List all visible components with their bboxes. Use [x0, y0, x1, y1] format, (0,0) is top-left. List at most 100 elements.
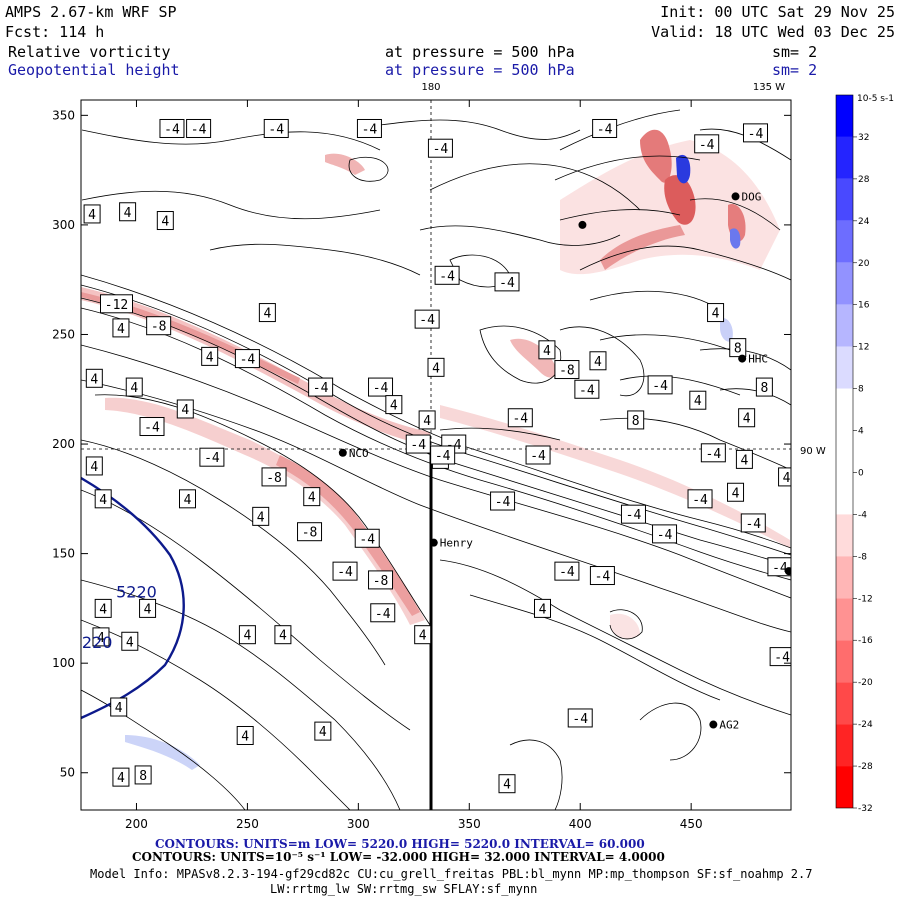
- colorbar-frame: [835, 94, 854, 809]
- contour-label: 4: [125, 377, 143, 397]
- plot-area: -4-4-4-4444-124-844-444-4-444-4-44-44-4-…: [81, 100, 791, 810]
- contour-label: -4: [574, 379, 600, 399]
- colorbar-swatch: [836, 766, 853, 808]
- svg-text:4: 4: [99, 602, 107, 617]
- contour-label: 4: [303, 487, 321, 507]
- contour-label: 4: [201, 346, 219, 366]
- colorbar-unit: 10-5 s-1: [857, 94, 894, 104]
- svg-text:4: 4: [117, 771, 125, 786]
- contour-label: 4: [85, 368, 103, 388]
- svg-text:4: 4: [279, 629, 287, 644]
- x-tick-label: 200: [125, 817, 148, 831]
- svg-text:4: 4: [694, 394, 702, 409]
- svg-text:4: 4: [539, 602, 547, 617]
- contour-label: 4: [156, 211, 174, 231]
- contour-label: 8: [627, 410, 645, 430]
- svg-text:-4: -4: [373, 381, 389, 396]
- svg-text:4: 4: [97, 631, 105, 646]
- contour-label: 4: [94, 598, 112, 618]
- contour-label: -8: [261, 467, 287, 487]
- contour-label: 4: [738, 408, 756, 428]
- contour-label: 4: [85, 456, 103, 476]
- svg-text:Henry: Henry: [440, 537, 473, 550]
- svg-text:-4: -4: [375, 607, 391, 622]
- contour-label: -12: [100, 294, 133, 314]
- contour-label: -4: [525, 445, 551, 465]
- contour-label: 4: [238, 625, 256, 645]
- svg-text:-4: -4: [530, 449, 546, 464]
- svg-text:4: 4: [743, 412, 751, 427]
- svg-text:4: 4: [90, 460, 98, 475]
- contour-label: -4: [199, 447, 225, 467]
- contour-label: 4: [119, 202, 137, 222]
- svg-text:-4: -4: [595, 570, 611, 585]
- svg-text:4: 4: [423, 414, 431, 429]
- contour-label: 4: [589, 351, 607, 371]
- svg-text:-8: -8: [266, 471, 282, 486]
- lon-label-90w: 90 W: [800, 446, 826, 457]
- colorbar-label: 12: [858, 343, 869, 353]
- svg-text:-8: -8: [302, 526, 318, 541]
- contour-label: 4: [121, 631, 139, 651]
- contour-label: 4: [418, 410, 436, 430]
- colorbar-swatch: [836, 472, 853, 515]
- smoothing-vorticity: sm= 2: [772, 43, 817, 61]
- x-tick-label: 300: [347, 817, 370, 831]
- contour-label: -4: [589, 566, 615, 586]
- svg-text:-4: -4: [559, 565, 575, 580]
- contour-label: 8: [134, 765, 152, 785]
- y-tick-label: 200: [52, 437, 75, 451]
- svg-text:-8: -8: [373, 574, 389, 589]
- svg-text:4: 4: [419, 629, 427, 644]
- contour-label: 4: [112, 767, 130, 787]
- colorbar-swatch: [836, 304, 853, 347]
- contour-label: -4: [554, 561, 580, 581]
- station-marker: [578, 220, 587, 229]
- contour-label: -8: [368, 570, 394, 590]
- colorbar-label: 0: [858, 468, 864, 478]
- svg-text:4: 4: [543, 344, 551, 359]
- init-time: Init: 00 UTC Sat 29 Nov 25: [660, 3, 895, 21]
- contour-label: -4: [490, 491, 516, 511]
- station-marker: DOG: [731, 190, 761, 203]
- contour-label: -4: [769, 647, 791, 667]
- svg-text:4: 4: [124, 206, 132, 221]
- contour-label: 4: [110, 697, 128, 717]
- svg-text:8: 8: [632, 414, 640, 429]
- svg-text:4: 4: [263, 307, 271, 322]
- contour-label: 4: [707, 303, 725, 323]
- contour-label: -4: [647, 375, 673, 395]
- colorbar-label: -8: [858, 552, 867, 562]
- svg-text:4: 4: [130, 381, 138, 396]
- contour-label: 4: [727, 482, 745, 502]
- level-height: at pressure = 500 hPa: [385, 61, 575, 79]
- station-marker: Henry: [429, 537, 473, 550]
- colorbar-label: 20: [858, 259, 870, 269]
- contour-label: -4: [434, 265, 460, 285]
- contour-label: 4: [94, 489, 112, 509]
- contour-label: 4: [427, 357, 445, 377]
- svg-text:4: 4: [181, 403, 189, 418]
- contour-label: 4: [139, 598, 157, 618]
- colorbar-swatch: [836, 430, 853, 473]
- valid-time: Valid: 18 UTC Wed 03 Dec 25: [651, 23, 895, 41]
- svg-text:-4: -4: [748, 127, 764, 142]
- contour-label: 4: [258, 303, 276, 323]
- colorbar-label: 28: [858, 175, 870, 185]
- svg-text:-4: -4: [435, 449, 451, 464]
- height-labels: 5220 5220: [81, 582, 157, 651]
- svg-text:4: 4: [503, 778, 511, 793]
- height-label: 5220: [116, 582, 157, 601]
- svg-text:4: 4: [594, 355, 602, 370]
- colorbar-label: 16: [858, 301, 870, 311]
- colorbar-swatch: [836, 178, 853, 221]
- svg-text:-4: -4: [706, 447, 722, 462]
- contour-label: -4: [368, 377, 394, 397]
- svg-text:4: 4: [117, 322, 125, 337]
- colorbar-swatch: [836, 556, 853, 599]
- svg-text:4: 4: [732, 486, 740, 501]
- contour-label: -4: [263, 118, 289, 138]
- svg-text:-4: -4: [692, 493, 708, 508]
- contour-label: -4: [414, 309, 440, 329]
- svg-text:-4: -4: [313, 381, 329, 396]
